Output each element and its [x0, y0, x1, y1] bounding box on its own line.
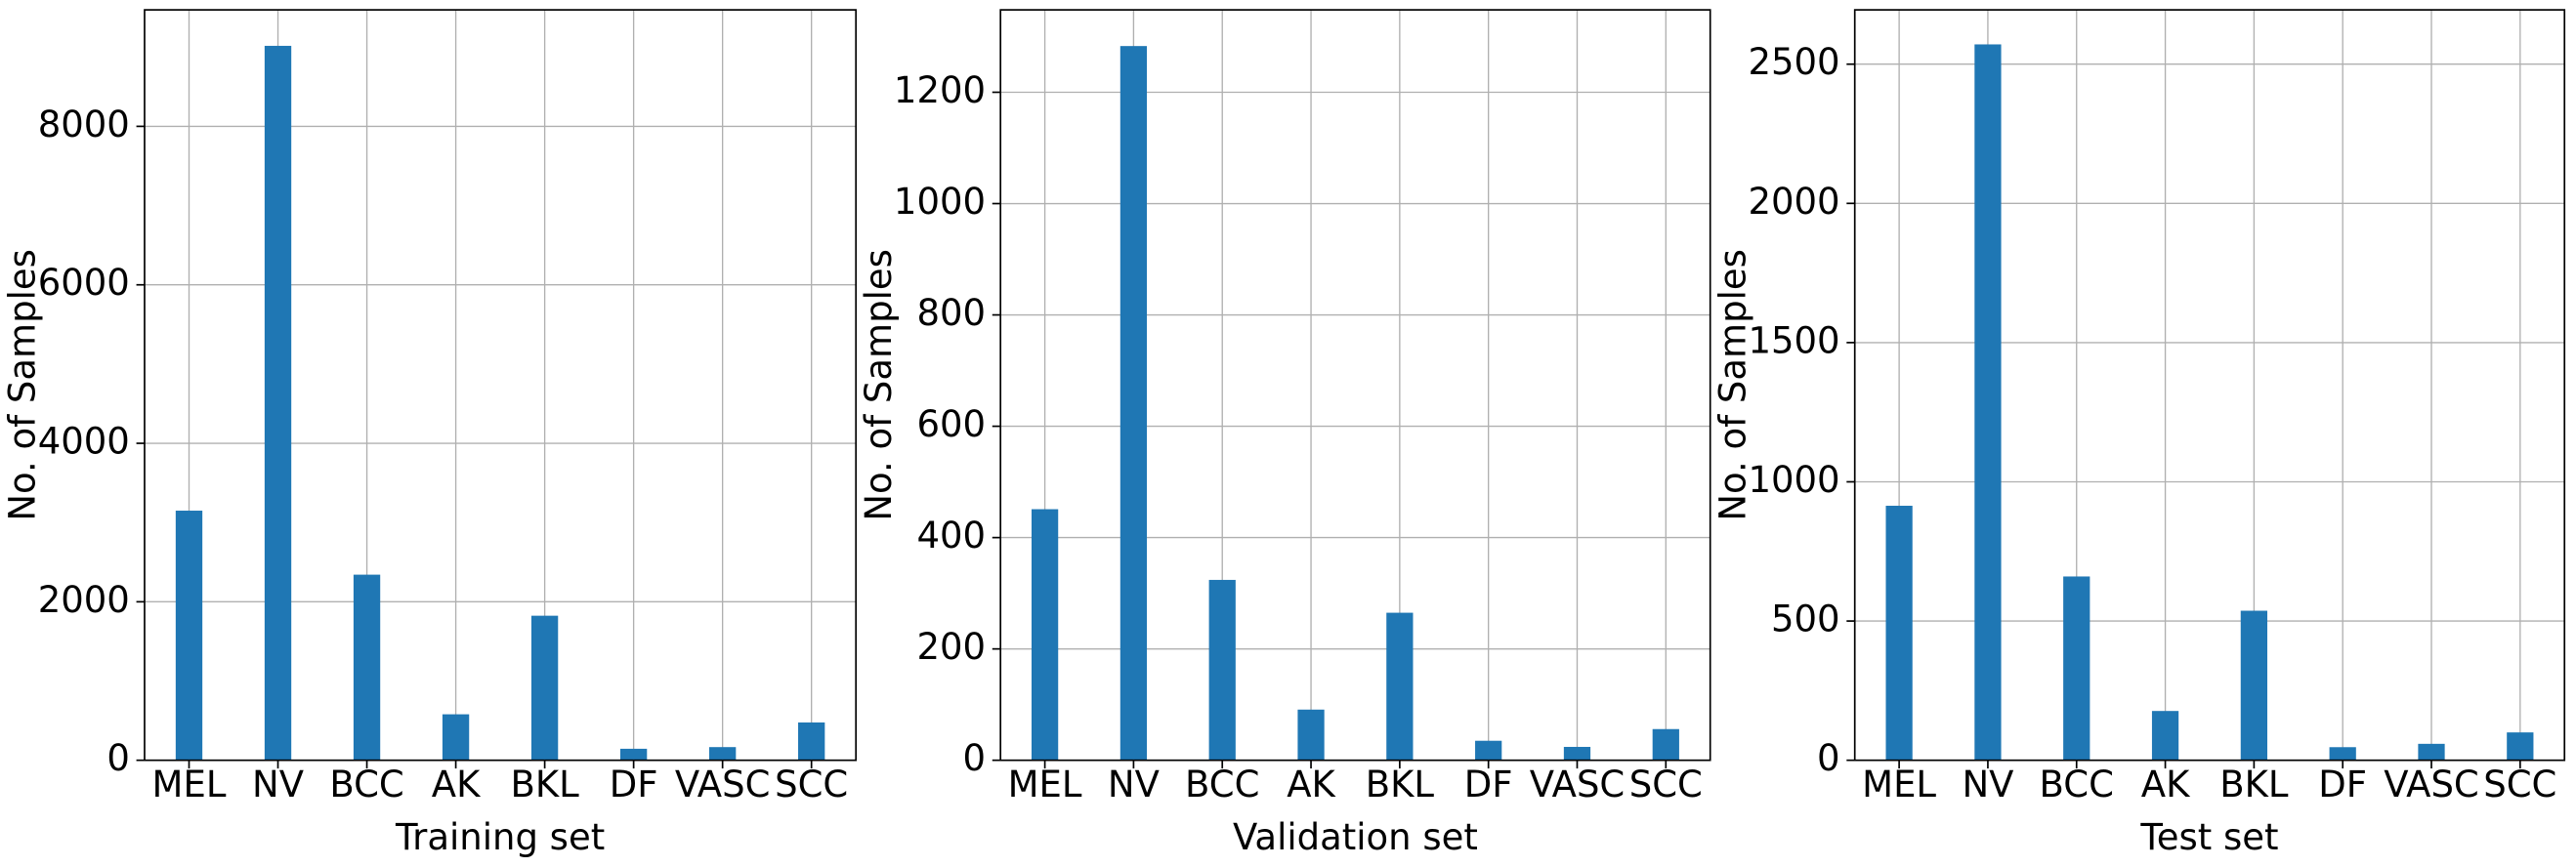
y-tick-label: 0	[1817, 737, 1840, 779]
bar	[1386, 612, 1414, 761]
x-tick-label: NV	[1962, 764, 2013, 805]
y-tick-label: 8000	[38, 103, 130, 145]
x-axis-label: Validation set	[1233, 816, 1478, 858]
y-tick-label: 2500	[1748, 41, 1839, 83]
y-tick-label: 2000	[38, 579, 130, 621]
bar	[530, 615, 559, 761]
x-axis-label: Test set	[2139, 816, 2278, 858]
bar	[2329, 747, 2356, 761]
x-tick-label: VASC	[2384, 764, 2479, 805]
x-tick-label: SCC	[775, 764, 848, 805]
y-tick-label: 4000	[38, 421, 130, 463]
bar	[2418, 743, 2445, 761]
x-tick-label: BCC	[2040, 764, 2114, 805]
y-axis-label: No. of Samples	[858, 249, 900, 521]
x-tick-label: VASC	[675, 764, 771, 805]
x-tick-label: MEL	[1008, 764, 1082, 805]
bar	[2151, 711, 2179, 761]
y-tick-label: 1000	[1748, 459, 1839, 501]
y-tick-label: 0	[963, 737, 987, 779]
x-tick-label: DF	[610, 764, 658, 805]
y-tick-label: 800	[916, 292, 986, 334]
x-tick-label: BKL	[510, 764, 579, 805]
y-tick-label: 500	[1771, 599, 1840, 640]
y-tick-label: 1500	[1748, 319, 1839, 361]
plot-frame	[144, 9, 858, 762]
bar	[1652, 728, 1679, 761]
x-tick-label: MEL	[152, 764, 227, 805]
bar	[2507, 732, 2534, 761]
bar	[2240, 610, 2267, 761]
y-tick-label: 0	[106, 737, 130, 779]
x-tick-label: BKL	[2219, 764, 2289, 805]
x-tick-label: DF	[1464, 764, 1513, 805]
bar	[175, 511, 203, 761]
x-tick-label: SCC	[2483, 764, 2556, 805]
bar	[442, 714, 470, 761]
y-tick-label: 400	[916, 515, 986, 557]
y-tick-label: 2000	[1748, 181, 1839, 223]
y-tick-label: 200	[916, 626, 986, 668]
x-axis-label: Training set	[395, 816, 605, 858]
x-tick-label: NV	[252, 764, 304, 805]
x-tick-label: AK	[1287, 764, 1336, 805]
bar	[1119, 46, 1148, 761]
bar	[709, 747, 737, 761]
x-tick-label: AK	[2141, 764, 2191, 805]
bar	[1297, 709, 1325, 761]
bar	[798, 722, 825, 761]
y-tick-label: 1000	[894, 181, 986, 223]
x-tick-label: MEL	[1862, 764, 1936, 805]
bar	[353, 574, 381, 761]
x-tick-label: BKL	[1366, 764, 1435, 805]
x-tick-label: AK	[432, 764, 482, 805]
x-tick-label: BCC	[1185, 764, 1259, 805]
bar	[1031, 509, 1059, 761]
y-tick-label: 1200	[894, 69, 986, 111]
plot-frame	[1853, 9, 2566, 762]
y-axis-label: No. of Samples	[2, 249, 44, 521]
bar	[2063, 576, 2090, 761]
x-tick-label: BCC	[329, 764, 403, 805]
bar	[264, 45, 292, 761]
bar	[1208, 579, 1236, 761]
bar	[1563, 746, 1591, 761]
bar	[1475, 740, 1502, 761]
y-tick-label: 600	[916, 403, 986, 445]
y-tick-label: 6000	[38, 262, 130, 304]
x-tick-label: SCC	[1629, 764, 1703, 805]
x-tick-label: VASC	[1530, 764, 1626, 805]
bar	[1974, 44, 2002, 761]
y-axis-label: No. of Samples	[1711, 249, 1753, 521]
x-tick-label: DF	[2318, 764, 2367, 805]
x-tick-label: NV	[1108, 764, 1160, 805]
bar	[619, 748, 648, 761]
bar	[1885, 506, 1913, 761]
plot-frame	[999, 9, 1711, 762]
